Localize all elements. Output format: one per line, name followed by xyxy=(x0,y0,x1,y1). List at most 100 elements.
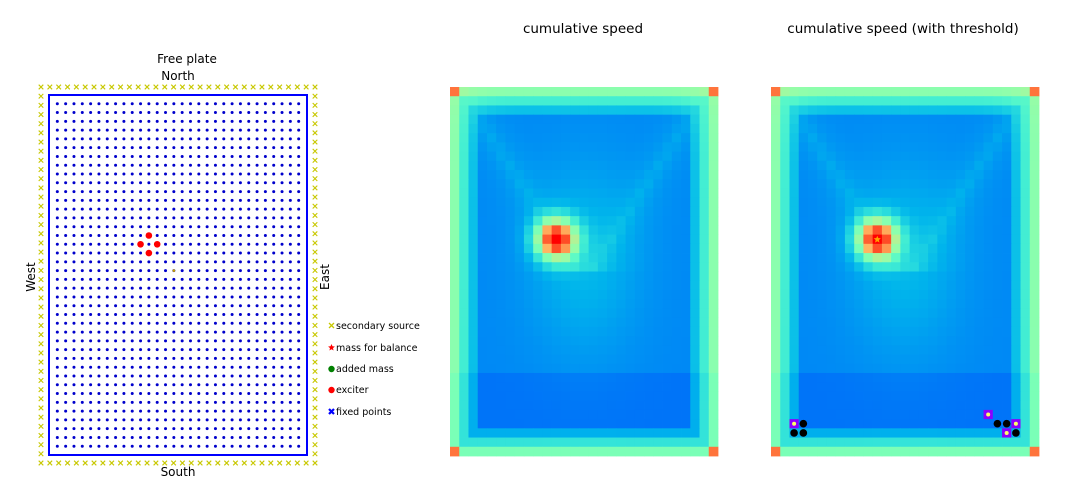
grid-point xyxy=(55,102,59,106)
heatmap-cell xyxy=(807,151,818,162)
heatmap-cell xyxy=(771,326,781,337)
grid-point xyxy=(247,409,251,413)
heatmap-cell xyxy=(450,271,460,282)
grid-point xyxy=(155,435,159,439)
heatmap-cell xyxy=(909,271,920,282)
heatmap-cell xyxy=(468,262,479,272)
grid-point xyxy=(297,313,301,317)
grid-point xyxy=(263,435,267,439)
heatmap-cell xyxy=(992,123,1003,134)
heatmap-cell xyxy=(872,308,883,319)
grid-point xyxy=(247,163,251,167)
heatmap-cell xyxy=(653,262,663,272)
heatmap-cell xyxy=(588,271,599,282)
heatmap-cell xyxy=(992,105,1003,116)
heatmap-cell xyxy=(681,170,691,180)
heatmap-cell xyxy=(872,262,883,272)
heatmap-cell xyxy=(708,225,719,235)
heatmap-cell xyxy=(699,225,710,235)
grid-point xyxy=(288,172,292,176)
secondary-source-marker xyxy=(312,331,318,338)
grid-point xyxy=(205,365,209,369)
grid-point xyxy=(172,128,176,132)
heatmap-cell xyxy=(607,299,617,309)
secondary-source-marker xyxy=(144,460,150,466)
secondary-source-marker xyxy=(55,460,62,466)
grid-point xyxy=(55,313,59,317)
heatmap-cell xyxy=(634,262,645,272)
heatmap-cell xyxy=(653,216,663,226)
grid-point xyxy=(288,286,292,290)
secondary-source-marker xyxy=(38,212,44,219)
grid-point xyxy=(64,233,68,237)
grid-point xyxy=(72,269,76,273)
grid-point xyxy=(139,444,143,448)
heatmap-cell xyxy=(835,96,846,106)
heatmap-cell xyxy=(523,243,534,254)
heatmap-cell xyxy=(844,87,855,97)
heatmap-cell xyxy=(551,336,562,346)
grid-point xyxy=(80,146,84,150)
grid-point xyxy=(188,102,192,106)
grid-point xyxy=(89,154,93,158)
heatmap-cell xyxy=(690,345,700,355)
heatmap-cell xyxy=(625,133,636,143)
heatmap-cell xyxy=(992,151,1003,162)
heatmap-cell xyxy=(1002,262,1012,272)
grid-point xyxy=(255,304,259,308)
heatmap-cell xyxy=(625,428,636,438)
grid-point xyxy=(105,233,109,237)
heatmap-cell xyxy=(486,409,497,420)
heatmap-cell xyxy=(542,206,553,217)
grid-point xyxy=(238,128,242,132)
grid-point xyxy=(280,444,284,448)
heatmap-cell xyxy=(974,87,984,97)
grid-point xyxy=(64,339,68,343)
heatmap-cell xyxy=(909,382,920,392)
heatmap-cell xyxy=(542,243,553,254)
heatmap-cell xyxy=(974,409,984,420)
heatmap-cell xyxy=(771,151,781,162)
heatmap-cell xyxy=(1011,317,1021,328)
heatmap-cell xyxy=(1020,308,1031,319)
heatmap-cell xyxy=(771,179,781,189)
heatmap-cell xyxy=(780,382,790,392)
heatmap-cell xyxy=(459,160,469,171)
heatmap-cell xyxy=(1020,363,1031,374)
heatmap-cell xyxy=(579,299,590,309)
heatmap-cell xyxy=(681,142,691,152)
heatmap-cell xyxy=(514,225,525,235)
secondary-source-marker xyxy=(312,267,318,274)
grid-point xyxy=(263,365,267,369)
grid-point xyxy=(213,181,217,185)
heatmap-cell xyxy=(477,382,488,392)
heatmap-cell xyxy=(625,354,636,365)
heatmap-cell xyxy=(570,206,580,217)
heatmap-cell xyxy=(699,253,710,263)
secondary-source-marker xyxy=(276,460,283,466)
grid-point xyxy=(205,181,209,185)
secondary-source-marker xyxy=(259,460,265,466)
heatmap-cell xyxy=(570,409,580,420)
heatmap-cell xyxy=(909,326,920,337)
heatmap-cell xyxy=(983,133,994,143)
heatmap-cell xyxy=(514,179,525,189)
heatmap-cell xyxy=(579,280,590,291)
heatmap-cell xyxy=(699,216,710,226)
heatmap-cell xyxy=(780,280,790,291)
heatmap-cell xyxy=(486,160,497,171)
heatmap-cell xyxy=(671,206,682,217)
heatmap-cell xyxy=(588,299,599,309)
heatmap-cell xyxy=(807,289,818,300)
grid-point xyxy=(263,286,267,290)
grid-point xyxy=(80,295,84,299)
grid-point xyxy=(122,190,126,194)
grid-point xyxy=(230,418,234,422)
heatmap-cell xyxy=(450,170,460,180)
heatmap-cell xyxy=(634,437,645,448)
heatmap-cell xyxy=(900,336,911,346)
grid-point xyxy=(114,304,118,308)
heatmap-cell xyxy=(496,96,506,106)
heatmap-cell xyxy=(1029,326,1040,337)
heatmap-cell xyxy=(486,262,497,272)
